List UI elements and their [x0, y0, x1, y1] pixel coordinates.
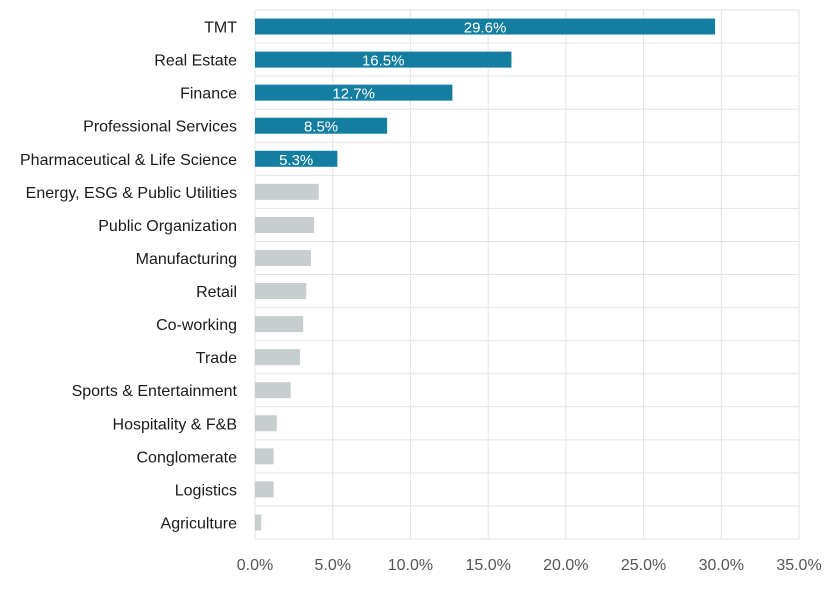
x-tick-label: 30.0%: [699, 557, 744, 574]
category-label: Agriculture: [161, 515, 238, 532]
x-tick-label: 10.0%: [388, 557, 433, 574]
x-tick-label: 25.0%: [621, 557, 666, 574]
category-label: Conglomerate: [137, 449, 238, 466]
data-label: 16.5%: [362, 53, 405, 70]
category-label: Professional Services: [83, 119, 237, 136]
category-label: Real Estate: [154, 53, 237, 70]
category-label: Pharmaceutical & Life Science: [20, 152, 237, 169]
bar: [255, 283, 306, 299]
category-label: Manufacturing: [136, 251, 237, 268]
x-tick-label: 35.0%: [776, 557, 821, 574]
category-label: Hospitality & F&B: [113, 416, 237, 433]
data-label: 5.3%: [279, 152, 313, 169]
category-label: TMT: [204, 20, 237, 37]
bar: [255, 217, 314, 233]
category-label: Public Organization: [98, 218, 237, 235]
horizontal-bar-chart: 0.0% 5.0% 10.0% 15.0% 20.0% 25.0% 30.0% 35.0% TM…: [0, 0, 833, 605]
bar: [255, 382, 291, 398]
x-tick-label: 5.0%: [314, 557, 350, 574]
chart-container: 0.0% 5.0% 10.0% 15.0% 20.0% 25.0% 30.0% 35.0% TM…: [0, 0, 833, 605]
data-label: 12.7%: [332, 86, 375, 103]
bar: [255, 250, 311, 266]
category-label: Logistics: [175, 482, 237, 499]
category-label: Finance: [180, 86, 237, 103]
x-tick-label: 0.0%: [237, 557, 273, 574]
bar: [255, 415, 277, 431]
label-layer: 0.0% 5.0% 10.0% 15.0% 20.0% 25.0% 30.0% 35.0% TM…: [20, 20, 822, 574]
x-tick-label: 20.0%: [543, 557, 588, 574]
data-label: 29.6%: [464, 20, 507, 37]
bar: [255, 349, 300, 365]
bar: [255, 316, 303, 332]
data-label: 8.5%: [304, 119, 338, 136]
x-tick-label: 15.0%: [465, 557, 510, 574]
bar: [255, 448, 274, 464]
category-label: Sports & Entertainment: [72, 383, 238, 400]
bar: [255, 481, 274, 497]
category-label: Trade: [196, 350, 237, 367]
bar: [255, 184, 319, 200]
category-label: Co-working: [156, 317, 237, 334]
bar: [255, 514, 261, 530]
category-label: Retail: [196, 284, 237, 301]
category-label: Energy, ESG & Public Utilities: [26, 185, 237, 202]
